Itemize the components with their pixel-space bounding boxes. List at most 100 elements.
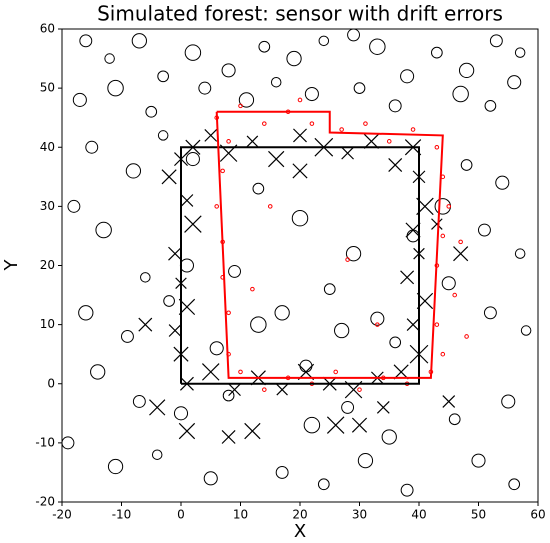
- red-point: [357, 387, 362, 392]
- red-point: [220, 168, 225, 174]
- tree-circle: [441, 276, 456, 291]
- tree-circle: [151, 449, 163, 460]
- tree-circle: [258, 40, 271, 53]
- x-marker: [149, 399, 166, 416]
- red-point: [464, 334, 469, 339]
- tree-circle: [275, 465, 289, 479]
- red-point: [375, 322, 380, 327]
- x-marker: [363, 133, 379, 149]
- x-marker: [388, 158, 403, 172]
- red-point: [386, 139, 392, 144]
- x-axis-label: X: [294, 521, 306, 542]
- outline-path: [180, 146, 420, 385]
- red-point: [363, 121, 368, 126]
- x-tick-label: 50: [471, 508, 486, 522]
- y-tick-label: 60: [40, 22, 55, 36]
- x-marker: [244, 422, 261, 440]
- x-marker: [442, 395, 456, 408]
- tree-circle: [203, 471, 218, 486]
- tree-circle: [388, 99, 402, 113]
- red-point: [440, 351, 446, 357]
- red-point: [226, 139, 231, 144]
- tree-circle: [430, 46, 443, 59]
- red-point: [214, 204, 219, 209]
- tree-circle: [347, 28, 360, 42]
- x-marker: [221, 429, 236, 444]
- tree-circle: [507, 75, 522, 90]
- tree-circle: [221, 63, 236, 78]
- red-point: [458, 239, 463, 245]
- tree-circle: [370, 311, 385, 326]
- tree-circle: [222, 389, 235, 402]
- red-point: [226, 310, 231, 316]
- red-point: [434, 322, 440, 327]
- tree-circle: [107, 79, 124, 97]
- tree-circle: [304, 86, 319, 102]
- tree-circle: [353, 82, 366, 94]
- x-marker: [161, 169, 177, 185]
- tree-circle: [299, 359, 313, 373]
- red-point: [440, 233, 446, 239]
- x-marker: [228, 383, 241, 397]
- tree-circle: [460, 159, 473, 171]
- y-tick-label: 30: [40, 199, 55, 213]
- red-point: [452, 292, 457, 298]
- tree-circle: [448, 413, 461, 426]
- red-point: [333, 369, 338, 375]
- y-tick-label: 10: [40, 317, 55, 331]
- tree-circle: [369, 38, 386, 55]
- x-marker: [246, 135, 259, 148]
- x-marker: [341, 146, 354, 160]
- x-marker: [268, 150, 285, 168]
- x-tick-label: 0: [177, 508, 185, 522]
- y-axis-label: Y: [1, 259, 22, 272]
- tree-circle: [185, 152, 200, 167]
- tree-circle: [514, 47, 526, 58]
- plot-frame: [61, 28, 539, 503]
- tree-circle: [520, 325, 532, 336]
- tree-circle: [478, 223, 491, 237]
- tree-circle: [107, 458, 124, 475]
- tree-circle: [514, 248, 526, 259]
- tree-circle: [291, 209, 309, 227]
- tree-circle: [85, 140, 99, 154]
- red-point: [297, 97, 303, 103]
- x-marker: [204, 129, 218, 142]
- red-point: [250, 286, 255, 292]
- tree-circle: [483, 306, 497, 320]
- tree-circle: [345, 246, 362, 262]
- x-marker: [168, 246, 183, 261]
- x-tick-label: 20: [292, 508, 307, 522]
- tree-circle: [458, 62, 475, 79]
- red-point: [309, 121, 315, 126]
- x-marker: [178, 422, 196, 440]
- y-tick-label: 50: [40, 81, 55, 95]
- tree-circle: [484, 100, 497, 112]
- y-tick-label: 20: [40, 258, 55, 272]
- tree-circle: [61, 436, 75, 450]
- red-point: [410, 127, 416, 132]
- x-marker: [431, 218, 443, 230]
- red-point: [262, 121, 267, 126]
- tree-circle: [381, 429, 397, 445]
- x-marker: [184, 215, 202, 233]
- y-tick-label: -20: [35, 495, 55, 509]
- x-marker: [276, 383, 288, 396]
- tree-circle: [131, 33, 147, 49]
- tree-circle: [252, 182, 265, 195]
- tree-circle: [104, 53, 115, 64]
- tree-circle: [78, 305, 94, 321]
- tree-circle: [140, 272, 151, 283]
- tree-circle: [179, 258, 194, 273]
- tree-circle: [198, 81, 212, 95]
- tree-circle: [79, 34, 93, 48]
- red-point: [339, 127, 344, 132]
- tree-circle: [508, 478, 521, 491]
- tree-circle: [452, 85, 469, 103]
- tree-circle: [90, 364, 106, 380]
- x-marker: [453, 246, 469, 262]
- tree-circle: [209, 341, 224, 356]
- tree-circle: [303, 416, 321, 434]
- y-tick-label: -10: [35, 435, 55, 449]
